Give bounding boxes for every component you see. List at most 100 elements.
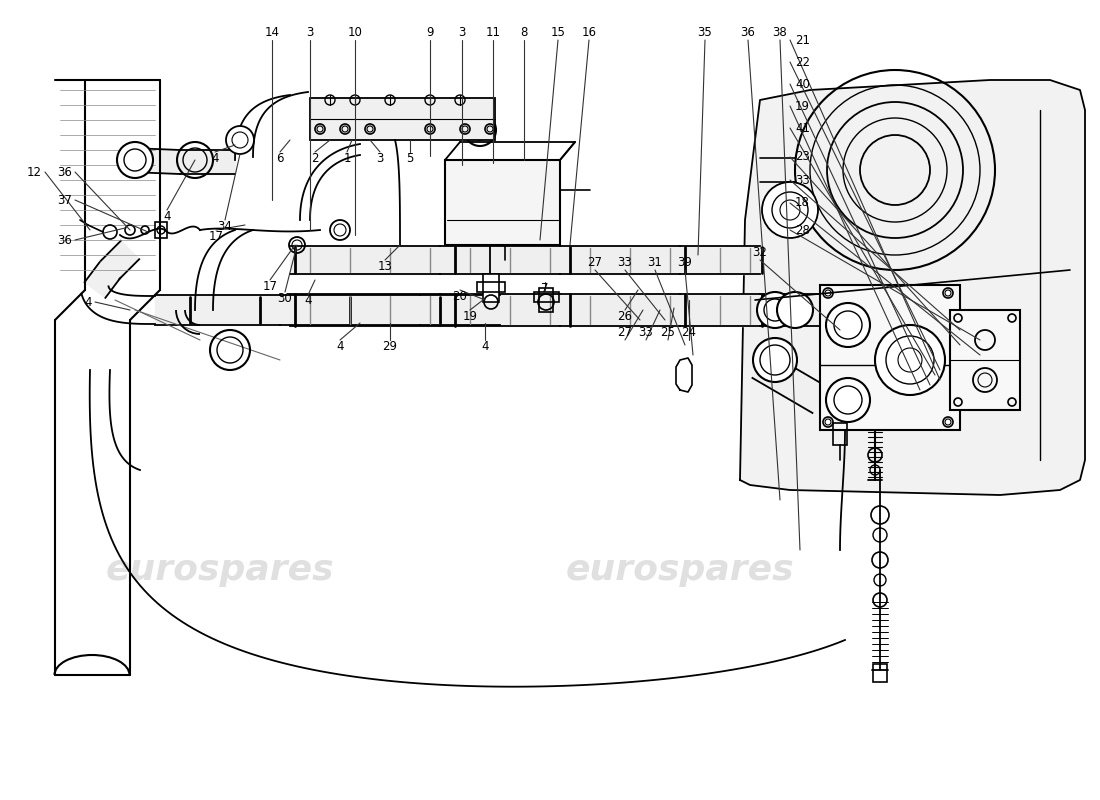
Text: 36: 36 <box>57 166 72 178</box>
Text: eurospares: eurospares <box>565 553 794 587</box>
Bar <box>539 288 553 312</box>
Polygon shape <box>290 294 440 326</box>
Text: 4: 4 <box>305 294 311 307</box>
Polygon shape <box>130 148 180 174</box>
Text: 31: 31 <box>648 255 662 269</box>
Text: 34: 34 <box>218 219 232 233</box>
Polygon shape <box>290 246 440 274</box>
Text: 32: 32 <box>752 246 768 258</box>
Text: 4: 4 <box>337 339 343 353</box>
Text: 27: 27 <box>587 255 603 269</box>
Text: 4: 4 <box>85 295 92 309</box>
Text: 36: 36 <box>740 26 756 38</box>
Bar <box>820 285 960 430</box>
Text: 38: 38 <box>772 26 788 38</box>
Text: 18: 18 <box>795 197 810 210</box>
Circle shape <box>757 292 793 328</box>
Polygon shape <box>85 262 120 298</box>
Bar <box>446 160 560 245</box>
Circle shape <box>943 288 953 298</box>
Text: 3: 3 <box>376 151 384 165</box>
Text: 2: 2 <box>311 151 319 165</box>
Text: 4: 4 <box>163 210 170 222</box>
Text: 19: 19 <box>795 99 810 113</box>
Bar <box>950 310 1020 410</box>
Polygon shape <box>680 294 760 326</box>
Text: 29: 29 <box>383 339 397 353</box>
Text: 26: 26 <box>617 310 632 322</box>
Text: 37: 37 <box>57 194 72 206</box>
Circle shape <box>823 417 833 427</box>
Text: 13: 13 <box>377 259 393 273</box>
Text: 28: 28 <box>795 223 810 237</box>
Text: 1: 1 <box>343 151 351 165</box>
Text: 19: 19 <box>462 310 477 322</box>
Polygon shape <box>155 295 280 325</box>
Text: 39: 39 <box>678 255 692 269</box>
Text: 4: 4 <box>482 339 488 353</box>
Text: 8: 8 <box>520 26 528 38</box>
Text: 17: 17 <box>263 279 277 293</box>
Bar <box>477 282 505 292</box>
Text: 36: 36 <box>57 234 72 246</box>
Text: 14: 14 <box>264 26 279 38</box>
Polygon shape <box>560 294 680 326</box>
Bar <box>155 222 167 238</box>
Circle shape <box>754 338 798 382</box>
Polygon shape <box>420 295 500 325</box>
Circle shape <box>823 288 833 298</box>
Text: 9: 9 <box>427 26 433 38</box>
Polygon shape <box>81 294 155 324</box>
Polygon shape <box>560 246 680 274</box>
Polygon shape <box>180 150 235 174</box>
Text: 33: 33 <box>639 326 653 338</box>
Text: 12: 12 <box>28 166 42 178</box>
Text: 22: 22 <box>795 55 810 69</box>
Bar <box>534 292 559 302</box>
Text: 6: 6 <box>276 151 284 165</box>
Text: 4: 4 <box>211 151 219 165</box>
Text: 21: 21 <box>795 34 810 46</box>
Circle shape <box>826 303 870 347</box>
Text: 16: 16 <box>582 26 596 38</box>
Circle shape <box>874 325 945 395</box>
Polygon shape <box>440 294 560 326</box>
Polygon shape <box>680 246 760 274</box>
Text: 20: 20 <box>452 290 468 302</box>
Text: 33: 33 <box>617 255 632 269</box>
Text: 3: 3 <box>306 26 313 38</box>
Text: 41: 41 <box>795 122 810 134</box>
Text: 10: 10 <box>348 26 362 38</box>
Circle shape <box>777 292 813 328</box>
Polygon shape <box>740 80 1085 495</box>
Text: 30: 30 <box>277 291 293 305</box>
Text: 11: 11 <box>485 26 501 38</box>
Polygon shape <box>760 294 820 326</box>
Text: 33: 33 <box>795 174 810 186</box>
Bar <box>483 274 499 302</box>
Circle shape <box>943 417 953 427</box>
Polygon shape <box>280 295 420 325</box>
Bar <box>310 98 495 140</box>
Polygon shape <box>101 241 140 279</box>
Text: 23: 23 <box>795 150 810 163</box>
Text: 24: 24 <box>682 326 696 338</box>
Circle shape <box>226 126 254 154</box>
Text: 17: 17 <box>209 230 223 242</box>
Polygon shape <box>440 246 560 274</box>
Polygon shape <box>235 92 308 160</box>
Circle shape <box>826 378 870 422</box>
Text: 15: 15 <box>551 26 565 38</box>
Text: 3: 3 <box>459 26 465 38</box>
Text: 5: 5 <box>406 151 414 165</box>
Circle shape <box>762 182 818 238</box>
Text: 35: 35 <box>697 26 713 38</box>
Polygon shape <box>752 352 827 413</box>
Circle shape <box>117 142 153 178</box>
Text: 40: 40 <box>795 78 810 90</box>
Text: 25: 25 <box>661 326 675 338</box>
Bar <box>873 664 887 682</box>
Text: 27: 27 <box>617 326 632 338</box>
Text: 7: 7 <box>541 282 549 294</box>
Text: eurospares: eurospares <box>106 553 334 587</box>
